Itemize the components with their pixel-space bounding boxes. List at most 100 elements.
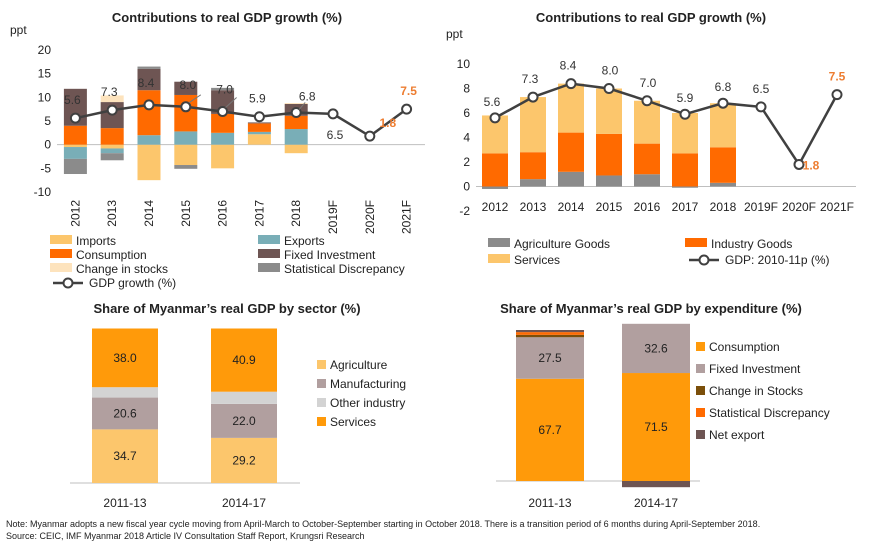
bar-segment-agriculture-goods-2015 — [596, 175, 622, 187]
legend-label: Imports — [76, 234, 116, 248]
gdp-point-2014 — [143, 99, 155, 111]
legend-label: Change in Stocks — [709, 384, 803, 398]
gdp-data-label: 7.3 — [101, 85, 118, 99]
gdp-line — [75, 103, 408, 138]
gdp-point-2017 — [253, 111, 265, 123]
gdp-point-2015 — [180, 101, 192, 113]
x-tick-label: 2012 — [68, 200, 82, 227]
footnote-note: Note: Myanmar adopts a new fiscal year c… — [6, 519, 761, 529]
legend-swatch — [258, 249, 280, 258]
bar-segment-imports-2014 — [137, 144, 161, 181]
bar-segment-fixed-investment-2016 — [211, 90, 235, 114]
legend-label: Agriculture — [330, 358, 388, 372]
bar-segment-agriculture-2011-13 — [92, 429, 158, 483]
bar-segment-statistical-discrepancy-2012 — [63, 158, 87, 175]
gdp-point-2021F — [831, 89, 843, 101]
x-tick-label: 2021F — [400, 200, 414, 234]
bar-segment-industry-goods-2014 — [558, 132, 584, 172]
chart-title: Share of Myanmar’s real GDP by expenditu… — [500, 301, 802, 316]
gdp-point-2019F — [755, 101, 767, 113]
bar-segment-consumption-2013 — [100, 128, 124, 145]
gdp-data-label: 1.8 — [803, 158, 820, 172]
gdp-data-label: 1.8 — [379, 116, 396, 130]
x-tick-label: 2018 — [710, 200, 737, 214]
gdp-data-label: 8.4 — [560, 59, 577, 73]
legend-marker — [62, 277, 74, 289]
legend-label: Consumption — [76, 248, 147, 262]
gdp-line — [494, 82, 839, 167]
legend-label: Other industry — [330, 396, 405, 410]
gdp-data-label: 8.0 — [602, 64, 619, 78]
bar-segment-services-2015 — [596, 88, 622, 134]
legend-swatch — [696, 408, 705, 417]
bar-segment-fixed-investment-2014-17 — [622, 323, 690, 374]
bar-segment-net-export-2011-13 — [516, 330, 584, 333]
bar-segment-imports-2016 — [211, 144, 235, 169]
gdp-data-label: 5.6 — [484, 95, 501, 109]
legend-swatch — [488, 254, 510, 263]
bar-segment-change-in-stocks-2013 — [100, 95, 124, 103]
legend-label: Net export — [709, 428, 765, 442]
legend-label: Statistical Discrepancy — [709, 406, 830, 420]
chart-title: Contributions to real GDP growth (%) — [112, 10, 342, 25]
legend-label: Fixed Investment — [709, 362, 801, 376]
bar-segment-consumption-2017 — [247, 123, 271, 132]
bar-segment-services-2016 — [634, 100, 660, 144]
gdp-data-label: 7.0 — [216, 83, 233, 97]
bar-segment-manufacturing-2011-13 — [92, 397, 158, 430]
bar-segment-services-2017 — [672, 113, 698, 154]
gdp-point-2015 — [603, 83, 615, 94]
bar-segment-agriculture-goods-2012 — [482, 186, 508, 189]
x-tick-label: 2019F — [744, 200, 778, 214]
bar-segment-agriculture-goods-2013 — [520, 179, 546, 187]
bar-segment-services-2018 — [710, 103, 736, 148]
gdp-data-label: 5.9 — [677, 91, 694, 105]
bar-segment-change-in-stocks-2011-13 — [516, 334, 584, 338]
bar-segment-imports-2018 — [284, 144, 308, 154]
y-tick-label: 6 — [463, 106, 470, 120]
gdp-point-2012 — [489, 112, 501, 124]
legend-label: Fixed Investment — [284, 248, 376, 262]
x-tick-label: 2019F — [326, 200, 340, 234]
bar-segment-consumption-2014-17 — [622, 373, 690, 481]
x-tick-label: 2014 — [558, 200, 585, 214]
legend-swatch — [317, 398, 326, 407]
legend-label: GDP growth (%) — [89, 276, 176, 290]
y-tick-label: 4 — [463, 131, 470, 145]
chart-title: Contributions to real GDP growth (%) — [536, 10, 766, 25]
bar-segment-exports-2018 — [284, 129, 308, 145]
bar-segment-other-industry-2014-17 — [211, 391, 277, 404]
y-tick-label: 10 — [38, 90, 52, 104]
bar-segment-agriculture-goods-2018 — [710, 182, 736, 187]
bar-data-label: 20.6 — [113, 406, 137, 420]
gdp-data-label: 8.4 — [138, 76, 155, 90]
x-tick-label: 2015 — [596, 200, 623, 214]
gdp-point-2018 — [290, 106, 302, 118]
legend-label: Industry Goods — [711, 237, 792, 251]
legend-label: Agriculture Goods — [514, 237, 610, 251]
x-tick-label: 2013 — [105, 200, 119, 227]
legend-swatch — [258, 263, 280, 272]
bar-segment-industry-goods-2016 — [634, 143, 660, 175]
bar-segment-consumption-2014 — [137, 90, 161, 136]
footnote-source: Source: CEIC, IMF Myanmar 2018 Article I… — [6, 531, 365, 541]
bar-segment-agriculture-goods-2016 — [634, 174, 660, 187]
y-tick-label: 0 — [463, 180, 470, 194]
bar-segment-net-export-2014-17 — [622, 481, 690, 488]
bar-segment-agriculture-goods-2017 — [672, 186, 698, 188]
legend-swatch — [50, 249, 72, 258]
label-leader-line — [188, 94, 202, 104]
bar-segment-imports-2012 — [63, 144, 87, 148]
bar-segment-manufacturing-2014-17 — [211, 403, 277, 438]
gdp-point-2016 — [217, 106, 229, 118]
legend-swatch — [696, 364, 705, 373]
y-axis-unit: ppt — [446, 27, 463, 41]
gdp-data-label: 8.0 — [179, 78, 196, 92]
bar-data-label: 29.2 — [232, 453, 256, 467]
y-tick-label: 20 — [38, 43, 52, 57]
legend-swatch — [696, 386, 705, 395]
bar-segment-fixed-investment-2015 — [174, 81, 198, 95]
bar-segment-services-2011-13 — [92, 328, 158, 388]
y-tick-label: 5 — [44, 114, 51, 128]
y-tick-label: -2 — [459, 204, 470, 218]
